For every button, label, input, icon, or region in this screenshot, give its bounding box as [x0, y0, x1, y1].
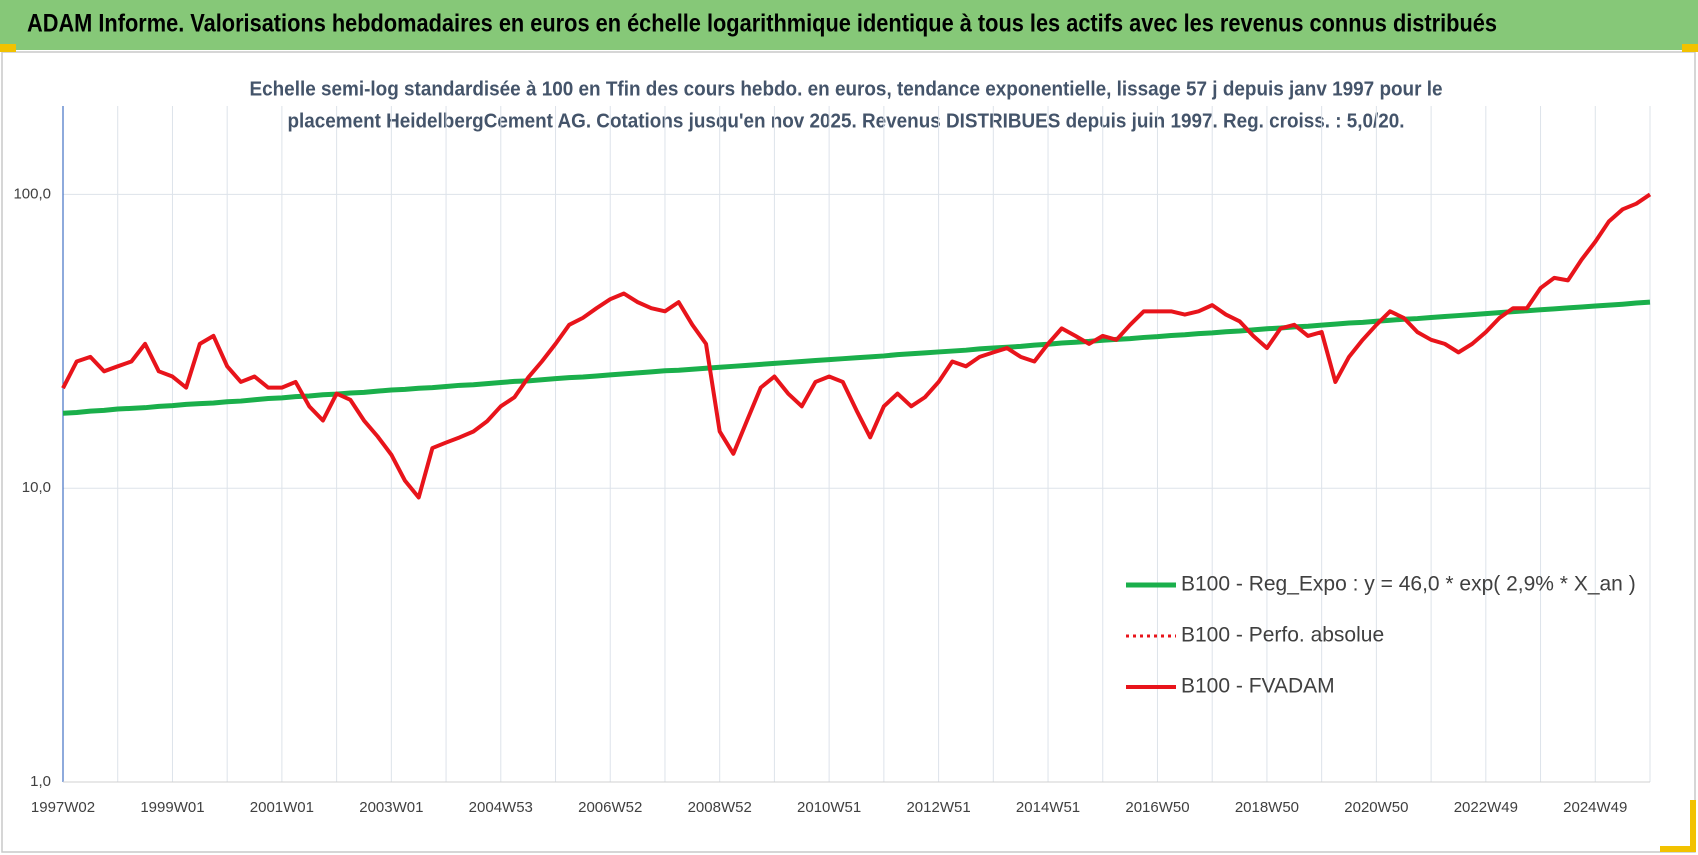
- x-tick-label: 2010W51: [797, 799, 861, 816]
- x-tick-label: 2006W52: [578, 799, 642, 816]
- corner-mark: [1682, 44, 1698, 52]
- chart-title: Echelle semi-log standardisée à 100 en T…: [250, 78, 1443, 100]
- legend-label: B100 - FVADAM: [1181, 675, 1335, 698]
- x-tick-label: 2003W01: [359, 799, 423, 816]
- x-tick-label: 2020W50: [1344, 799, 1408, 816]
- y-tick-label: 1,0: [30, 773, 51, 790]
- y-tick-label: 100,0: [13, 185, 51, 202]
- corner-mark: [1690, 800, 1696, 850]
- x-tick-label: 2016W50: [1125, 799, 1189, 816]
- header-bar: [0, 0, 1698, 50]
- x-tick-label: 1997W02: [31, 799, 95, 816]
- legend-label: B100 - Perfo. absolue: [1181, 624, 1384, 647]
- x-tick-label: 2022W49: [1454, 799, 1518, 816]
- x-tick-label: 2004W53: [469, 799, 533, 816]
- legend-label: B100 - Reg_Expo : y = 46,0 * exp( 2,9% *…: [1181, 573, 1636, 596]
- x-tick-label: 2024W49: [1563, 799, 1627, 816]
- x-tick-label: 1999W01: [140, 799, 204, 816]
- plot-area: 1,0 10,0 100,0 1997W02 1999W01 2001W01 2003W01…: [13, 106, 1652, 816]
- corner-mark: [0, 44, 16, 52]
- x-tick-label: 2018W50: [1235, 799, 1299, 816]
- corner-mark: [1660, 846, 1696, 852]
- x-tick-label: 2001W01: [250, 799, 314, 816]
- x-tick-label: 2012W51: [906, 799, 970, 816]
- series-line: [61, 192, 1652, 500]
- x-tick-label: 2014W51: [1016, 799, 1080, 816]
- chart-title: placement HeidelbergCement AG. Cotations…: [288, 110, 1405, 132]
- series-line: [62, 299, 1651, 416]
- chart-frame: [1, 51, 1696, 853]
- x-tick-label: 2008W52: [688, 799, 752, 816]
- header-title: ADAM Informe. Valorisations hebdomadaire…: [27, 10, 1497, 38]
- y-tick-label: 10,0: [22, 479, 51, 496]
